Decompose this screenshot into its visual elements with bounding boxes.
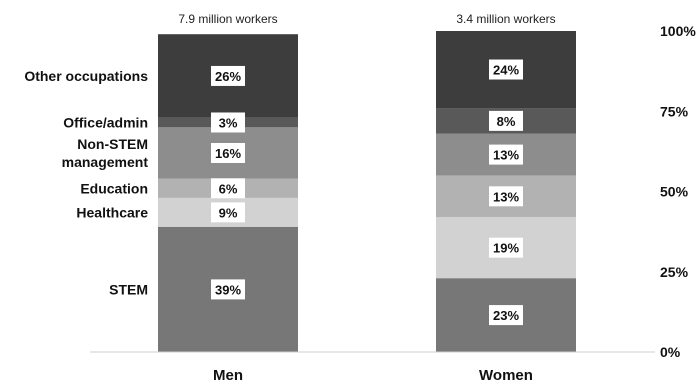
value-label-box: [489, 237, 523, 258]
value-label: 6%: [219, 181, 238, 196]
category-label: STEM: [109, 281, 148, 297]
value-label: 13%: [493, 148, 519, 163]
value-label-box: [211, 178, 245, 199]
value-label: 3%: [219, 115, 238, 130]
value-label: 23%: [493, 308, 519, 323]
y-tick-label: 100%: [660, 23, 696, 39]
category-label: Office/admin: [63, 114, 148, 130]
value-label-box: [211, 65, 245, 86]
category-label: Education: [80, 180, 148, 196]
value-label: 19%: [493, 241, 519, 256]
value-label-box: [489, 144, 523, 165]
x-tick-label: Women: [479, 367, 533, 384]
value-label-box: [489, 110, 523, 131]
value-label: 9%: [219, 205, 238, 220]
labels-layer: 39% STEM 9% Healthcare 6% Education 16% Non-STE…: [24, 12, 696, 384]
y-tick-label: 50%: [660, 184, 689, 200]
value-label-box: [211, 279, 245, 300]
value-label: 39%: [215, 282, 241, 297]
y-tick-label: 0%: [660, 344, 681, 360]
category-label: Other occupations: [24, 68, 148, 84]
value-label-box: [211, 112, 245, 133]
bar-total-label: 3.4 million workers: [456, 12, 555, 26]
value-label-box: [211, 202, 245, 223]
value-label: 24%: [493, 63, 519, 78]
category-label: Healthcare: [76, 204, 148, 220]
value-label: 16%: [215, 146, 241, 161]
value-label: 8%: [497, 114, 516, 129]
value-label-box: [489, 59, 523, 80]
y-tick-label: 75%: [660, 103, 689, 119]
bar-total-label: 7.9 million workers: [178, 12, 277, 26]
value-label-box: [489, 305, 523, 326]
value-label: 26%: [215, 69, 241, 84]
category-label: Non-STEM management: [62, 136, 149, 170]
value-label: 13%: [493, 189, 519, 204]
value-label-box: [489, 186, 523, 207]
y-tick-label: 25%: [660, 264, 689, 280]
x-tick-label: Men: [213, 367, 243, 384]
value-label-box: [211, 142, 245, 163]
